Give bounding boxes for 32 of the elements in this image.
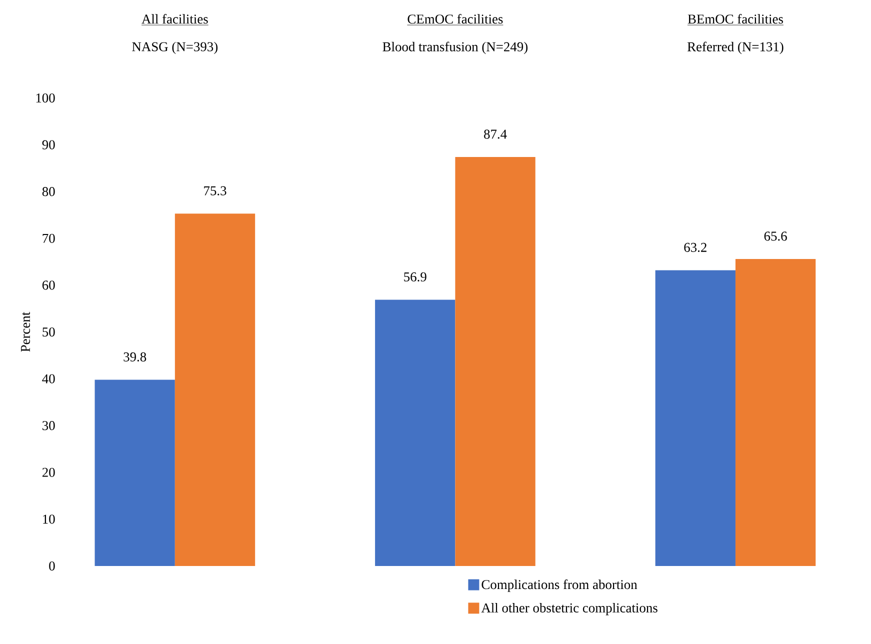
x-tick-label: All facilities (142, 14, 208, 24)
text: Referred (N=131) (687, 42, 784, 54)
bar (94, 380, 175, 566)
data-label: 87.4 (484, 130, 507, 139)
bar (174, 214, 256, 566)
y-tick-label: 20 (42, 468, 55, 477)
x-tick-label: CEmOC facilities (408, 14, 503, 24)
y-tick-label: 70 (42, 234, 55, 243)
x-tick-label: BEmOC facilities (688, 14, 783, 24)
data-label: 65.6 (764, 232, 787, 241)
bar (735, 258, 816, 566)
y-tick-label: 80 (42, 187, 55, 196)
bar (655, 270, 736, 566)
y-tick-label: 100 (36, 93, 55, 103)
y-tick-label: 60 (42, 280, 55, 290)
y-axis-title: Percent (21, 312, 30, 352)
y-tick-label: 40 (42, 374, 55, 384)
bar (375, 300, 456, 566)
text: Blood transfusion (N=249) (382, 42, 528, 54)
legend-label: All other obstetric complications (481, 603, 658, 616)
data-label: 63.2 (684, 242, 706, 252)
text: NASG (N=393) (132, 42, 218, 54)
y-tick-label: 50 (42, 327, 55, 337)
y-tick-label: 30 (42, 421, 55, 430)
y-tick-label: 0 (49, 561, 55, 571)
bar (455, 156, 536, 566)
legend-label: Complications from abortion (482, 580, 638, 592)
data-label: 56.9 (404, 272, 426, 282)
y-tick-label: 10 (43, 514, 55, 524)
data-label: 75.3 (204, 186, 226, 196)
data-label: 39.8 (124, 352, 146, 362)
y-tick-label: 90 (42, 140, 55, 150)
